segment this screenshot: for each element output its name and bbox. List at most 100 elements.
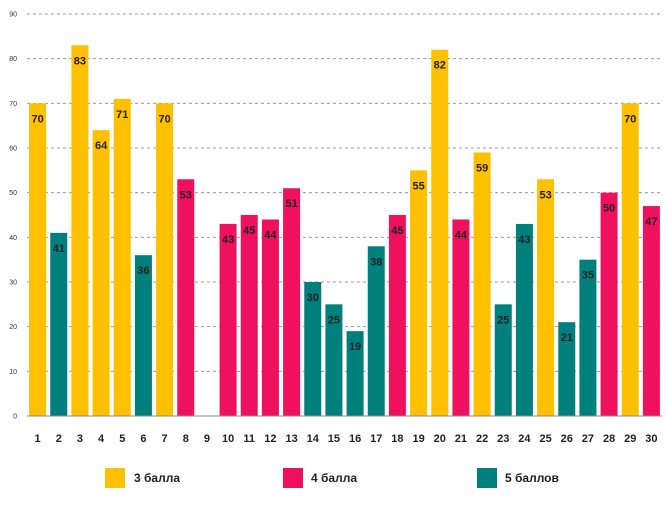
- data-label: 55: [412, 180, 424, 192]
- bar: [71, 45, 89, 417]
- x-tick-label: 29: [624, 433, 636, 445]
- x-tick-label: 15: [328, 433, 340, 445]
- bar: [473, 152, 491, 416]
- x-tick-label: 20: [434, 433, 446, 445]
- x-tick-label: 25: [539, 433, 551, 445]
- bar: [579, 259, 597, 416]
- x-tick-label: 3: [77, 433, 83, 445]
- x-tick-label: 1: [35, 433, 41, 445]
- legend: 3 балла 4 балла 5 баллов: [105, 468, 559, 488]
- data-label: 53: [539, 189, 551, 201]
- data-label: 43: [518, 234, 530, 246]
- y-axis-ticks: 0 10 20 30 40 50 60 70 80 90: [9, 12, 17, 421]
- legend-swatch: [477, 468, 497, 488]
- x-tick-label: 4: [98, 433, 105, 445]
- data-labels: 70 41 83 64 71 36 70 53 43 45 44 51 30 25 19 38 45 55 82 44…: [31, 55, 657, 353]
- x-tick-label: 16: [349, 433, 361, 445]
- data-label: 53: [180, 189, 192, 201]
- data-label: 70: [158, 113, 170, 125]
- y-tick-label: 0: [13, 414, 17, 421]
- x-tick-label: 22: [476, 433, 488, 445]
- x-tick-label: 24: [518, 433, 531, 445]
- bar: [410, 170, 428, 416]
- x-tick-label: 26: [561, 433, 573, 445]
- x-tick-label: 23: [497, 433, 509, 445]
- bar: [240, 215, 258, 416]
- data-label: 35: [582, 270, 594, 282]
- data-label: 45: [391, 225, 403, 237]
- data-label: 47: [645, 216, 657, 228]
- x-tick-label: 6: [140, 433, 146, 445]
- y-tick-label: 40: [9, 235, 17, 242]
- legend-label: 5 баллов: [505, 471, 559, 485]
- data-label: 71: [116, 109, 128, 121]
- y-tick-label: 70: [9, 101, 17, 108]
- bar: [642, 206, 660, 416]
- x-tick-label: 30: [645, 433, 657, 445]
- bar: [304, 282, 322, 416]
- data-label: 38: [370, 256, 382, 268]
- bar: [537, 179, 555, 416]
- data-label: 25: [497, 314, 509, 326]
- data-label: 82: [434, 60, 446, 72]
- data-label: 21: [561, 332, 573, 344]
- y-tick-label: 50: [9, 190, 17, 197]
- bar: [92, 130, 110, 416]
- bar: [452, 219, 470, 416]
- y-tick-label: 10: [9, 369, 17, 376]
- bar: [494, 304, 512, 416]
- data-label: 50: [603, 203, 615, 215]
- x-tick-label: 13: [285, 433, 297, 445]
- legend-label: 4 балла: [311, 471, 357, 485]
- data-label: 36: [137, 265, 149, 277]
- data-label: 43: [222, 234, 234, 246]
- bar: [261, 219, 279, 416]
- x-axis-ticks: 1 2 3 4 5 6 7 8 9 10 11 12 13 14 15 16 17 18 19 20 21 22 23 24 2…: [35, 433, 658, 445]
- data-label: 19: [349, 341, 361, 353]
- y-tick-label: 20: [9, 324, 17, 331]
- bar: [388, 215, 406, 416]
- bar: [283, 188, 301, 416]
- bar: [113, 98, 131, 416]
- legend-swatch: [105, 468, 125, 488]
- x-tick-label: 17: [370, 433, 382, 445]
- y-tick-label: 60: [9, 146, 17, 153]
- data-label: 41: [53, 243, 65, 255]
- y-tick-label: 80: [9, 56, 17, 63]
- bar: [134, 255, 152, 416]
- bar: [325, 304, 343, 416]
- y-tick-label: 90: [9, 12, 17, 19]
- bar: [219, 223, 237, 416]
- data-label: 70: [624, 113, 636, 125]
- grid-lines: [27, 13, 662, 372]
- bar: [431, 49, 449, 416]
- data-label: 25: [328, 314, 340, 326]
- bar: [156, 103, 174, 416]
- data-label: 45: [243, 225, 255, 237]
- data-label: 44: [264, 229, 277, 241]
- x-tick-label: 7: [162, 433, 168, 445]
- x-tick-label: 12: [264, 433, 276, 445]
- bar: [558, 322, 576, 416]
- data-label: 51: [285, 198, 297, 210]
- data-label: 59: [476, 162, 488, 174]
- data-label: 83: [74, 55, 86, 67]
- bar: [346, 331, 364, 416]
- x-tick-label: 18: [391, 433, 403, 445]
- data-label: 30: [307, 292, 319, 304]
- bar: [29, 103, 47, 416]
- data-label: 70: [31, 113, 43, 125]
- bar: [515, 223, 533, 416]
- x-tick-label: 11: [243, 433, 255, 445]
- legend-swatch: [283, 468, 303, 488]
- data-label: 64: [95, 140, 108, 152]
- bar: [600, 192, 618, 416]
- bars: [29, 45, 660, 417]
- bar: [177, 179, 195, 416]
- y-tick-label: 30: [9, 280, 17, 287]
- x-tick-label: 28: [603, 433, 615, 445]
- x-tick-label: 21: [455, 433, 467, 445]
- x-tick-label: 2: [56, 433, 62, 445]
- bar: [50, 232, 68, 416]
